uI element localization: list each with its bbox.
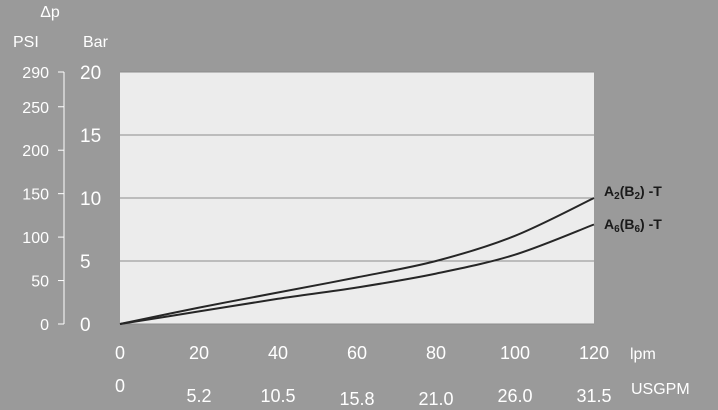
bar-tick-label: 15: [80, 126, 101, 147]
series-line-1: [119, 197, 595, 325]
usgpm-tick-label: 10.5: [260, 386, 295, 406]
lpm-tick-label: 80: [426, 343, 446, 363]
series-label-1: A2(B2) -T: [604, 183, 662, 202]
psi-tick-label: 250: [22, 100, 49, 117]
series-lines: [119, 197, 595, 325]
lpm-tick-label: 60: [347, 343, 367, 363]
usgpm-axis: 0 5.2 10.5 15.8 21.0 26.0 31.5: [115, 376, 612, 409]
psi-tick-label: 100: [22, 230, 49, 247]
bar-tick-label: 10: [80, 189, 101, 210]
x-unit-label: lpm: [630, 346, 656, 363]
grid-lines: [120, 71, 594, 325]
legend: A2(B2) -T A6(B6) -T: [604, 183, 662, 235]
y-axis-label: Δp: [40, 4, 60, 21]
psi-tick-label: 50: [31, 274, 49, 291]
bar-tick-label: 20: [80, 63, 101, 84]
psi-tick-label: 200: [22, 143, 49, 160]
usgpm-tick-label: 26.0: [497, 386, 532, 406]
bar-tick-label: 0: [80, 315, 91, 336]
psi-unit-label: PSI: [13, 34, 39, 51]
lpm-tick-label: 120: [579, 343, 609, 363]
bar-unit-label: Bar: [83, 34, 109, 51]
series-line-2: [119, 223, 595, 325]
lpm-axis: 0 20 40 60 80 100 120: [115, 343, 609, 363]
x2-unit-label: USGPM: [631, 381, 690, 398]
lpm-tick-label: 40: [268, 343, 288, 363]
psi-axis: 0 50 100 150 200 250 290: [22, 65, 64, 334]
psi-tick-label: 290: [22, 65, 49, 82]
lpm-tick-label: 20: [189, 343, 209, 363]
usgpm-tick-label: 0: [115, 376, 125, 396]
bar-axis: 0 5 10 15 20: [80, 63, 101, 336]
usgpm-tick-label: 21.0: [418, 389, 453, 409]
usgpm-tick-label: 5.2: [186, 386, 211, 406]
series-label-2: A6(B6) -T: [604, 216, 662, 235]
psi-tick-label: 150: [22, 187, 49, 204]
lpm-tick-label: 0: [115, 343, 125, 363]
bar-tick-label: 5: [80, 252, 91, 273]
usgpm-tick-label: 15.8: [339, 389, 374, 409]
psi-tick-label: 0: [40, 317, 49, 334]
lpm-tick-label: 100: [500, 343, 530, 363]
usgpm-tick-label: 31.5: [576, 386, 611, 406]
